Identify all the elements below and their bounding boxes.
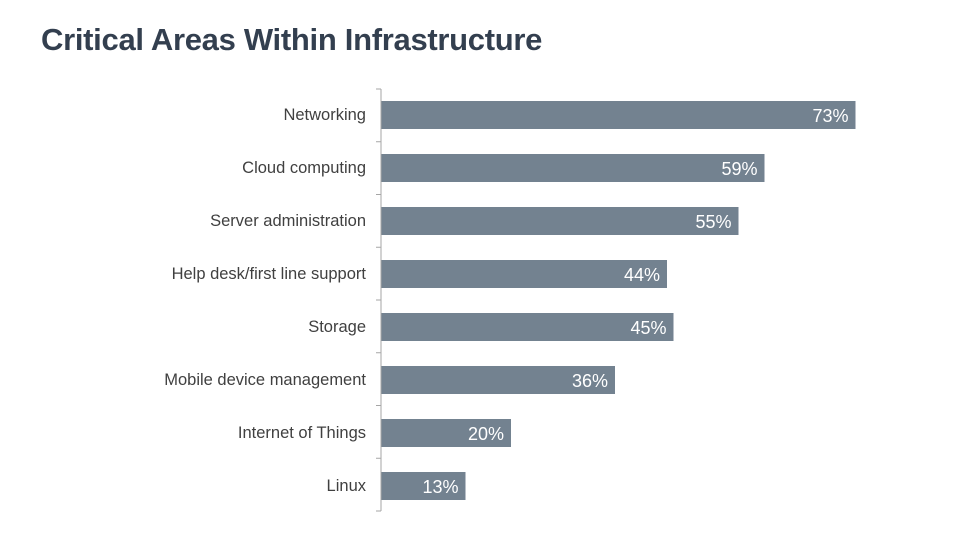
data-label: 44% [624, 265, 660, 285]
bar [381, 260, 667, 288]
bar [381, 472, 466, 500]
bar [381, 313, 674, 341]
data-label: 59% [721, 159, 757, 179]
data-label: 36% [572, 371, 608, 391]
data-label: 45% [630, 318, 666, 338]
category-label: Cloud computing [242, 159, 366, 177]
category-label: Mobile device management [164, 371, 366, 389]
category-label: Server administration [210, 212, 366, 230]
bar [381, 419, 511, 447]
data-label: 20% [468, 424, 504, 444]
data-label: 13% [422, 477, 458, 497]
page-title: Critical Areas Within Infrastructure [41, 22, 543, 57]
bar [381, 207, 739, 235]
bar [381, 101, 856, 129]
data-label: 55% [695, 212, 731, 232]
category-label: Help desk/first line support [172, 265, 367, 283]
data-label: 73% [812, 106, 848, 126]
category-label: Networking [283, 106, 366, 124]
bar [381, 366, 615, 394]
bar [381, 154, 765, 182]
category-label: Linux [327, 477, 367, 495]
category-label: Storage [308, 318, 366, 336]
category-label: Internet of Things [238, 424, 366, 442]
